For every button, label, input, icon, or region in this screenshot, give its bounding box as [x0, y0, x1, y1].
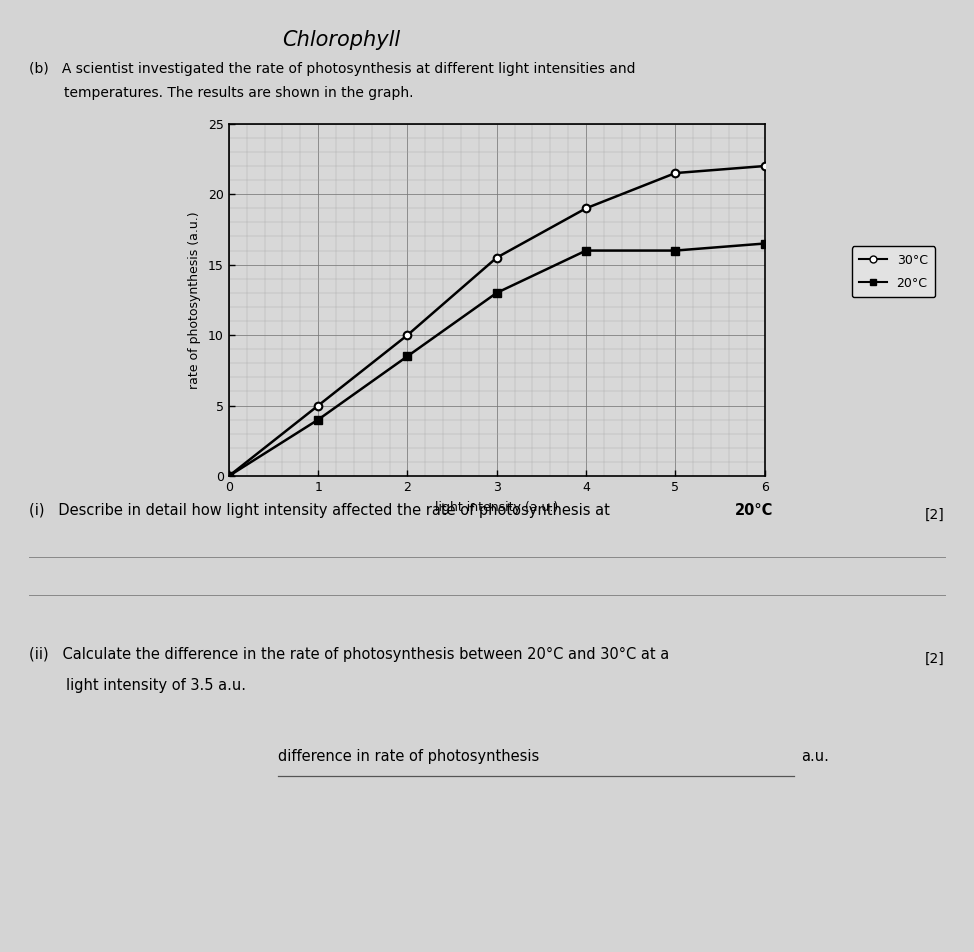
Text: [2]: [2] [925, 652, 945, 666]
X-axis label: light intensity (a.u.): light intensity (a.u.) [435, 501, 558, 514]
Text: 20°C: 20°C [735, 503, 773, 518]
Text: Chlorophyll: Chlorophyll [281, 30, 400, 50]
Text: light intensity of 3.5 a.u.: light intensity of 3.5 a.u. [29, 678, 246, 693]
Text: temperatures. The results are shown in the graph.: temperatures. The results are shown in t… [29, 86, 414, 100]
Text: a.u.: a.u. [801, 749, 829, 764]
Text: (ii)   Calculate the difference in the rate of photosynthesis between 20°C and 3: (ii) Calculate the difference in the rat… [29, 647, 669, 663]
Text: [2]: [2] [925, 507, 945, 522]
Text: difference in rate of photosynthesis: difference in rate of photosynthesis [278, 749, 539, 764]
Legend: 30°C, 20°C: 30°C, 20°C [851, 247, 935, 297]
Y-axis label: rate of photosynthesis (a.u.): rate of photosynthesis (a.u.) [188, 211, 202, 388]
Text: (i)   Describe in detail how light intensity affected the rate of photosynthesis: (i) Describe in detail how light intensi… [29, 503, 615, 518]
Text: (b)   A scientist investigated the rate of photosynthesis at different light int: (b) A scientist investigated the rate of… [29, 62, 636, 76]
